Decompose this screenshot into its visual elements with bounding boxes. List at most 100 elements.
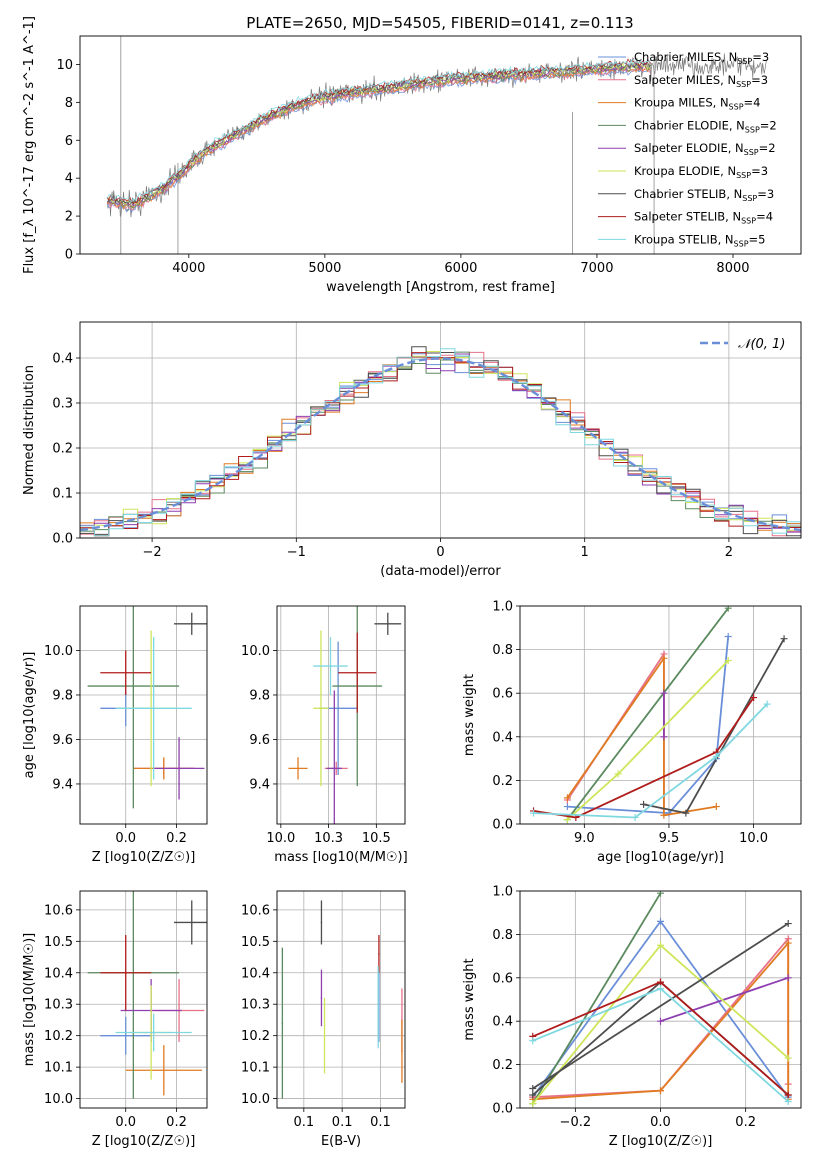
y-tick-label: 0 xyxy=(65,248,73,263)
axes-frame xyxy=(519,890,802,1109)
data-point xyxy=(124,671,127,674)
y-tick-label: 0.4 xyxy=(492,730,513,745)
y-tick-label: 10.2 xyxy=(44,1029,73,1044)
x-axis-label: Z [log10(Z/Z☉)] xyxy=(92,1134,196,1149)
y-tick-label: 0.2 xyxy=(492,1058,513,1073)
data-point xyxy=(124,1034,127,1037)
weight-line xyxy=(566,659,729,821)
y-tick-label: 9.8 xyxy=(52,688,73,703)
legend-entry: Kroupa STELIB, NSSP=5 xyxy=(634,232,765,248)
y-axis-label: mass weight xyxy=(462,958,477,1040)
y-tick-label: 1.0 xyxy=(492,885,513,900)
weight-line xyxy=(532,892,662,1105)
data-point xyxy=(337,707,339,710)
legend-entry: 𝒩(0, 1) xyxy=(738,337,785,352)
plot-area xyxy=(529,891,792,1108)
model-spectrum-kroupa-stelib xyxy=(106,59,652,203)
y-tick-label: 0.0 xyxy=(492,818,513,833)
data-point xyxy=(387,622,389,625)
y-tick-label: 10.2 xyxy=(241,1029,270,1044)
y-tick-label: 0.4 xyxy=(492,1015,513,1030)
axes-frame xyxy=(79,321,802,539)
weight-marker xyxy=(682,809,690,817)
data-point xyxy=(281,1022,284,1024)
y-tick-label: 10.1 xyxy=(241,1061,270,1076)
legend-entry: Salpeter MILES, NSSP=3 xyxy=(634,73,768,89)
data-point xyxy=(297,767,299,770)
x-tick-label: 0.1 xyxy=(370,1115,391,1130)
data-point xyxy=(333,767,336,770)
y-tick-label: 10.4 xyxy=(44,966,73,981)
x-tick-label: 0.0 xyxy=(115,831,136,846)
data-point xyxy=(178,767,180,770)
panel-residual-histogram: −2 −1 0 1 2 0.0 0.1 0.2 0.3 0.4 (data-model)/error… xyxy=(22,321,802,579)
weight-marker xyxy=(657,978,664,986)
x-tick-label: 2 xyxy=(725,545,733,560)
x-tick-label: 0.0 xyxy=(115,1115,136,1130)
x-tick-label: 10.0 xyxy=(739,831,768,846)
x-tick-label: 5000 xyxy=(308,261,341,276)
observed-spectrum xyxy=(106,53,768,218)
y-tick-label: 0.3 xyxy=(52,397,73,412)
x-tick-label: 0.2 xyxy=(735,1115,756,1130)
weight-line xyxy=(533,703,768,819)
y-tick-label: 0.8 xyxy=(492,643,513,658)
weight-marker xyxy=(660,654,668,662)
weight-line xyxy=(566,651,665,809)
weight-marker xyxy=(614,770,622,778)
weight-marker xyxy=(657,917,664,925)
panel-weight-vs-age: 9.0 9.5 10.0 0.0 0.2 0.4 0.6 0.8 1.0 age [log10(a… xyxy=(462,600,802,865)
histogram-legend: 𝒩(0, 1) xyxy=(700,337,785,352)
plot-area xyxy=(288,606,402,824)
panel-weight-vs-Z: −0.2 0.0 0.2 0.0 0.2 0.4 0.6 0.8 1.0 Z [log10(Z/Z… xyxy=(462,885,802,1149)
data-point xyxy=(320,707,322,710)
weight-marker xyxy=(784,974,792,982)
y-tick-label: 8 xyxy=(65,96,73,111)
y-axis-label: Flux [f_λ 10^-17 erg cm^-2 s^-1 A^-1] xyxy=(22,16,37,274)
weight-line xyxy=(660,976,789,1023)
plot-area xyxy=(281,900,403,1099)
weight-marker xyxy=(657,941,664,949)
weight-marker xyxy=(640,800,648,808)
y-axis-label: Normed distribution xyxy=(22,365,37,495)
y-tick-label: 10.0 xyxy=(241,1092,270,1107)
x-tick-label: 10.3 xyxy=(314,831,343,846)
panel-spectrum: 4000 5000 6000 7000 8000 0 2 4 6 8 10 wavelength [A… xyxy=(22,16,802,295)
weight-marker xyxy=(750,694,758,702)
x-axis-label: (data-model)/error xyxy=(380,564,501,579)
weight-marker xyxy=(631,813,639,821)
y-axis-label: mass [log10(M/M☉)] xyxy=(22,933,37,1066)
x-axis-label: wavelength [Angstrom, rest frame] xyxy=(326,280,555,295)
x-tick-label: 10.5 xyxy=(362,831,391,846)
data-point xyxy=(323,1034,326,1037)
model-spectrum-chabrier-stelib xyxy=(106,60,652,205)
y-tick-label: 0.6 xyxy=(492,971,513,986)
weight-marker xyxy=(660,733,668,741)
weight-marker xyxy=(784,939,792,947)
x-axis-label: E(B-V) xyxy=(321,1134,361,1149)
data-point xyxy=(378,953,380,955)
y-tick-label: 0.8 xyxy=(492,928,513,943)
data-point xyxy=(124,971,127,974)
y-tick-label: 9.4 xyxy=(52,777,73,792)
axes-frame xyxy=(519,605,802,825)
panel-mass-vs-EBV: 0.1 0.1 0.1 10.0 10.1 10.2 10.3 10.4 10.5 10.6 E(B… xyxy=(241,890,406,1149)
weight-marker xyxy=(724,657,732,664)
x-tick-label: 0.1 xyxy=(332,1115,353,1130)
weight-line xyxy=(532,940,790,1101)
weight-marker xyxy=(784,1091,792,1099)
axes-frame xyxy=(276,890,406,1109)
weight-marker xyxy=(724,606,732,612)
weight-marker xyxy=(660,811,668,819)
data-point xyxy=(132,685,135,687)
legend-entry: Salpeter ELODIE, NSSP=2 xyxy=(634,141,776,157)
normal-reference-curve xyxy=(79,357,802,532)
data-point xyxy=(152,707,155,710)
weight-marker xyxy=(712,752,720,760)
x-axis-label: age [log10(age/yr)] xyxy=(597,850,724,865)
y-tick-label: 0.4 xyxy=(52,352,73,367)
data-point xyxy=(329,665,332,667)
x-tick-label: 0.2 xyxy=(166,1115,187,1130)
